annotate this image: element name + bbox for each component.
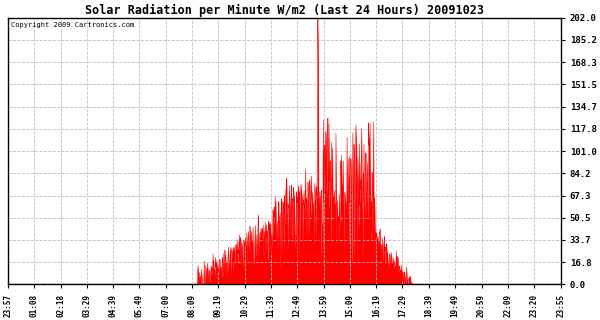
Title: Solar Radiation per Minute W/m2 (Last 24 Hours) 20091023: Solar Radiation per Minute W/m2 (Last 24… bbox=[85, 4, 484, 17]
Text: Copyright 2009 Cartronics.com: Copyright 2009 Cartronics.com bbox=[11, 22, 134, 28]
